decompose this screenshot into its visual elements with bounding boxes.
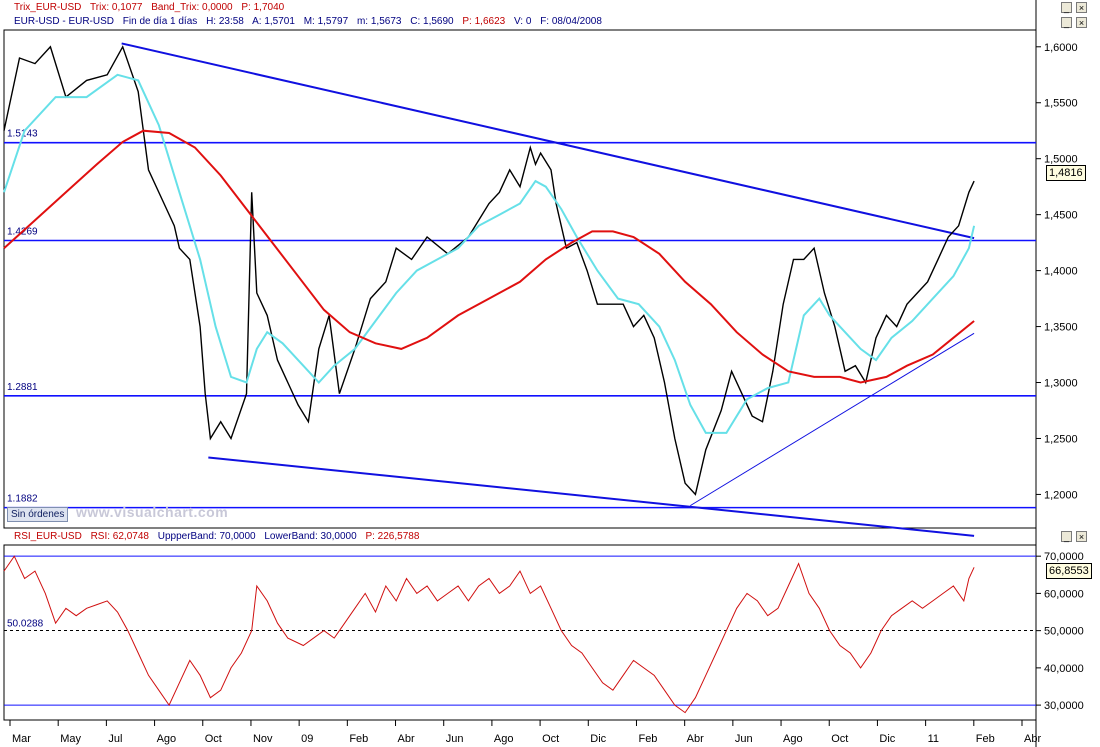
x-tick-label: Jul [108, 733, 122, 745]
price-series-line [3, 129, 975, 384]
rsi-value-tag: 66,8553 [1046, 563, 1092, 579]
x-tick-label: Feb [976, 733, 995, 745]
minimize-button[interactable]: _ [1061, 2, 1072, 13]
trix-value: Trix: 0,1077 [90, 2, 143, 13]
rsi-upper: UppperBand: 70,0000 [157, 531, 256, 542]
price-period: Fin de día 1 días [122, 16, 198, 27]
rsi-p: P: 226,5788 [365, 531, 420, 542]
minimize-button[interactable]: _ [1061, 17, 1072, 28]
x-tick-label: Dic [590, 733, 606, 745]
x-tick-label: Ago [494, 733, 514, 745]
trix-header: Trix_EUR-USD Trix: 0,1077 Band_Trix: 0,0… [14, 2, 290, 13]
price-mn: m: 1,5673 [356, 16, 402, 27]
close-button[interactable]: × [1076, 2, 1087, 13]
x-tick-label: Jun [735, 733, 753, 745]
x-tick-label: Oct [205, 733, 222, 745]
x-tick-label: Abr [687, 733, 704, 745]
price-header: EUR-USD - EUR-USD Fin de día 1 días H: 2… [14, 16, 608, 27]
price-y-tick-label: 1,5500 [1044, 98, 1078, 110]
x-tick-label: Ago [157, 733, 177, 745]
rsi-header: RSI_EUR-USD RSI: 62,0748 UppperBand: 70,… [14, 531, 425, 542]
rsi-y-tick-label: 30,0000 [1044, 700, 1084, 712]
price-y-tick-label: 1,3500 [1044, 322, 1078, 334]
x-tick-label: Mar [12, 733, 31, 745]
x-tick-label: Oct [542, 733, 559, 745]
rsi-lower: LowerBand: 30,0000 [264, 531, 357, 542]
price-series-line [3, 73, 976, 434]
price-date: F: 08/04/2008 [540, 16, 602, 27]
x-tick-label: Feb [349, 733, 368, 745]
rsi-y-tick-label: 50,0000 [1044, 626, 1084, 638]
trendline [690, 332, 975, 507]
price-a: A: 1,5701 [252, 16, 295, 27]
price-y-tick-label: 1,2000 [1044, 489, 1078, 501]
orders-button[interactable]: Sin órdenes [7, 507, 69, 522]
trendline [208, 456, 975, 537]
x-tick-label: Abr [1024, 733, 1041, 745]
close-button[interactable]: × [1076, 17, 1087, 28]
x-tick-label: Abr [398, 733, 415, 745]
rsi-y-tick-label: 70,0000 [1044, 551, 1084, 563]
rsi-value: RSI: 62,0748 [90, 531, 149, 542]
rsi-series-line [3, 555, 975, 714]
x-tick-label: Jun [446, 733, 464, 745]
x-tick-label: 11 [928, 733, 939, 745]
trendline [121, 42, 975, 240]
rsi-y-tick-label: 40,0000 [1044, 663, 1084, 675]
horizontal-level-label: 1.2881 [7, 382, 38, 393]
price-c: C: 1,5690 [410, 16, 454, 27]
watermark: www.visualchart.com [76, 504, 229, 520]
x-tick-label: Dic [879, 733, 895, 745]
trix-p-value: P: 1,7040 [241, 2, 285, 13]
horizontal-level-label: 1.1882 [7, 494, 38, 505]
price-y-tick-label: 1,2500 [1044, 433, 1078, 445]
price-value-tag: 1,4816 [1046, 165, 1086, 181]
price-p: P: 1,6623 [462, 16, 506, 27]
x-tick-label: Oct [831, 733, 848, 745]
price-y-tick-label: 1,4500 [1044, 210, 1078, 222]
trix-label: Trix_EUR-USD [14, 2, 82, 13]
price-y-tick-label: 1,5000 [1044, 154, 1078, 166]
x-tick-label: 09 [301, 733, 313, 745]
close-button[interactable]: × [1076, 531, 1087, 542]
price-v: V: 0 [513, 16, 532, 27]
band-trix-value: Band_Trix: 0,0000 [151, 2, 233, 13]
price-y-tick-label: 1,4000 [1044, 266, 1078, 278]
minimize-button[interactable]: _ [1061, 531, 1072, 542]
price-series-line [3, 45, 975, 496]
rsi-y-tick-label: 60,0000 [1044, 588, 1084, 600]
rsi-level-label: 50.0288 [7, 619, 44, 630]
price-y-tick-label: 1,3000 [1044, 378, 1078, 390]
x-tick-label: Ago [783, 733, 803, 745]
price-panel-frame [3, 29, 1037, 529]
rsi-label: RSI_EUR-USD [14, 531, 82, 542]
price-m: M: 1,5797 [303, 16, 349, 27]
price-h: H: 23:58 [206, 16, 244, 27]
x-tick-label: May [60, 733, 81, 745]
x-tick-label: Nov [253, 733, 273, 745]
x-tick-label: Feb [638, 733, 657, 745]
price-y-tick-label: 1,6000 [1044, 42, 1078, 54]
price-symbol: EUR-USD - EUR-USD [14, 16, 114, 27]
